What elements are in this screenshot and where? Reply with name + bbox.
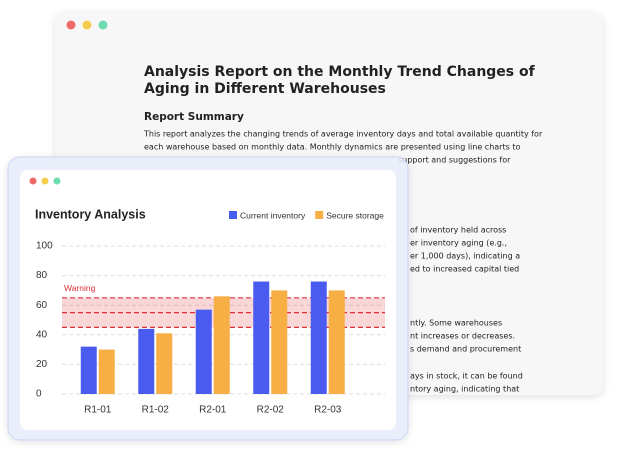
doc-line: of inventory held across (410, 226, 506, 235)
doc-line: ays in stock, it can be found (410, 372, 523, 381)
chart-title: Inventory Analysis (35, 207, 146, 221)
x-tick-label: R2-01 (199, 405, 227, 416)
warning-label: Warning (64, 283, 96, 293)
bar (195, 309, 212, 394)
legend-label: Secure storage (326, 210, 384, 220)
dot-green[interactable] (53, 177, 61, 185)
dot-red[interactable] (29, 177, 37, 185)
bar (213, 296, 230, 394)
doc-line: er inventory aging (e.g., (410, 239, 507, 248)
legend-swatch (229, 211, 237, 219)
x-tick-label: R2-03 (314, 405, 342, 416)
doc-line: This report analyzes the changing trends… (143, 130, 543, 139)
bar (328, 290, 345, 394)
x-tick-label: R1-02 (142, 405, 170, 416)
doc-title: Analysis Report on the Monthly Trend Cha… (144, 64, 536, 80)
doc-line: s demand and procurement (410, 345, 521, 354)
bar (271, 290, 288, 394)
doc-line: ed to increased capital tied (410, 265, 519, 274)
chart: 0 20 40 60 80 100 Warning R1-01 R1-02 R2-01 R2-02 R… (36, 210, 385, 416)
bar (156, 333, 173, 394)
legend-swatch (315, 211, 324, 219)
dot-green[interactable] (98, 20, 108, 30)
doc-line: nt increases or decreases. (410, 332, 515, 341)
dot-red[interactable] (66, 20, 76, 30)
y-tick-label: 40 (36, 329, 48, 340)
bar (253, 281, 270, 394)
doc-line: each warehouse based on monthly data. Mo… (144, 143, 520, 152)
chart-card: Inventory Analysis 0 20 40 60 80 100 Warning R1… (7, 156, 409, 441)
y-tick-label: 0 (36, 389, 42, 400)
legend-label: Current inventory (240, 210, 306, 220)
doc-line: support and suggestions for (398, 156, 511, 165)
doc-body: This report analyzes the changing trends… (143, 130, 543, 394)
y-tick-label: 20 (36, 359, 48, 370)
doc-heading: Report Summary (144, 111, 244, 123)
doc-line: ntly. Some warehouses (410, 319, 502, 328)
doc-line: er 1,000 days), indicating a (410, 252, 520, 261)
dot-yellow[interactable] (41, 177, 49, 185)
x-tick-label: R1-01 (84, 405, 112, 416)
bar (138, 328, 155, 394)
bar (310, 281, 327, 394)
x-tick-label: R2-02 (257, 405, 285, 416)
doc-line: ntory aging, indicating that (410, 385, 519, 394)
y-tick-label: 60 (36, 300, 48, 311)
bar (80, 346, 97, 394)
bar (98, 349, 115, 394)
y-tick-label: 100 (36, 241, 53, 252)
doc-title: Aging in Different Warehouses (144, 81, 386, 97)
y-tick-label: 80 (36, 270, 48, 281)
dot-yellow[interactable] (82, 20, 92, 30)
